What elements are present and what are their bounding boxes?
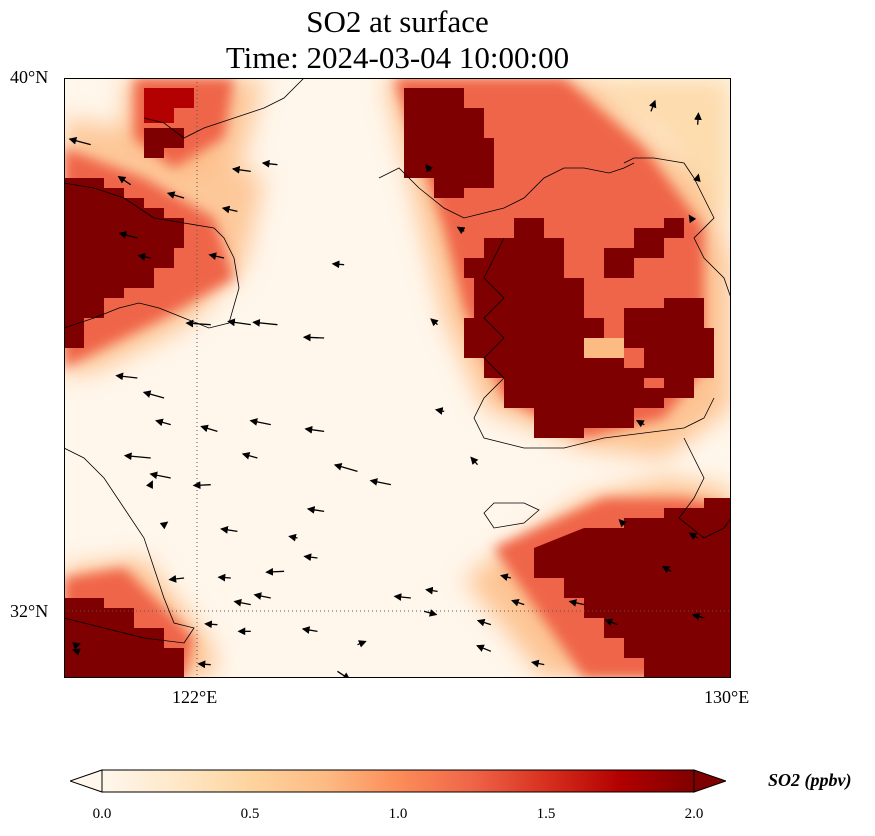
wind-arrow [303,553,318,562]
wind-arrow [233,598,251,607]
wind-arrow [694,112,702,125]
wind-arrow [288,533,298,542]
wind-arrow [204,620,218,629]
wind-arrow [369,478,391,486]
wind-arrow [476,644,492,652]
coastline-shandong [64,182,240,329]
wind-arrow [635,420,645,428]
wind-arrow [217,573,231,582]
title-line-1: SO2 at surface [306,4,489,39]
wind-arrow [304,425,325,434]
colorbar-tick-2: 1.0 [388,806,408,822]
wind-arrow [208,252,225,261]
wind-arrow [661,565,672,574]
wind-arrow [72,642,81,650]
lon-tick-130e: 130°E [704,687,750,707]
wind-arrow [123,452,151,461]
wind-arrow [434,407,445,415]
colorbar-extend-low [68,769,103,793]
colorbar-extend-high [693,769,728,793]
wind-arrow [142,390,165,399]
wind-arrow [470,456,479,466]
coastline-korea-west-south [473,237,715,449]
wind-arrow [618,518,627,528]
colorbar-tick-3: 1.5 [536,806,556,822]
wind-arrow [604,618,618,626]
wind-arrow [510,599,525,607]
wind-arrow [200,424,218,433]
so2-map [64,78,731,678]
map-canvas [64,78,731,678]
colorbar: 0.0 0.5 1.0 1.5 2.0 [68,768,728,828]
wind-vectors [68,99,705,678]
coastline-china-east [64,447,195,644]
colorbar-tick-1: 0.5 [240,806,260,822]
wind-arrow [231,165,251,174]
wind-arrow [648,99,657,112]
coastline-nk-west [378,162,635,219]
wind-arrow [357,640,367,648]
wind-arrow [530,659,545,668]
wind-arrow [301,626,318,634]
wind-arrow [220,526,238,534]
wind-arrow [115,372,138,381]
map-frame [64,78,731,678]
colorbar-tick-4: 2.0 [684,806,704,822]
wind-arrow [688,214,697,224]
coastline-jeju [483,502,540,529]
wind-arrow [476,618,492,627]
wind-arrow [197,660,211,669]
wind-arrow [155,418,171,427]
wind-arrow [159,521,169,530]
wind-arrow [149,471,171,480]
wind-arrow [500,573,512,581]
wind-arrow [261,159,278,168]
lat-tick-32n: 32°N [10,601,49,621]
wind-arrow [168,575,185,583]
wind-arrow [118,231,138,239]
coastline-tsushima-kyushu [678,437,731,539]
coastline-liaodong [143,78,305,139]
wind-arrow [241,451,258,460]
wind-arrow [68,136,91,146]
wind-arrow [424,609,438,617]
wind-arrow [117,175,132,186]
wind-arrow [393,593,411,601]
wind-arrow [166,191,185,199]
title-line-2: Time: 2024-03-04 10:00:00 [225,40,570,75]
lon-tick-122e: 122°E [172,687,218,707]
coastlines [64,78,731,644]
wind-arrow [185,319,211,328]
wind-arrow [425,586,438,595]
colorbar-label: SO2 (ppbv) [768,770,852,790]
wind-arrow [430,318,439,327]
lat-tick-40n: 40°N [10,67,49,87]
wind-arrow [306,506,325,514]
wind-arrow [192,481,211,490]
wind-arrow [145,480,153,490]
wind-arrow [456,226,466,235]
wind-arrow [227,318,251,327]
colorbar-tick-0: 0.0 [92,806,112,822]
wind-arrow [331,260,345,269]
wind-arrow [221,205,238,214]
wind-arrow [252,319,278,327]
colorbar-gradient [101,769,695,793]
wind-arrow [249,418,271,426]
colorbar-svg [68,769,728,793]
wind-arrow [568,599,585,607]
wind-arrow [302,333,325,342]
wind-arrow [425,163,434,173]
wind-arrow [693,173,701,183]
coastline-east [623,157,731,299]
wind-arrow [72,648,81,656]
wind-arrow [137,253,151,261]
wind-arrow [691,612,705,621]
wind-arrow [253,592,271,600]
wind-arrow [688,532,698,540]
wind-arrow [333,462,358,472]
wind-arrow [265,567,285,576]
